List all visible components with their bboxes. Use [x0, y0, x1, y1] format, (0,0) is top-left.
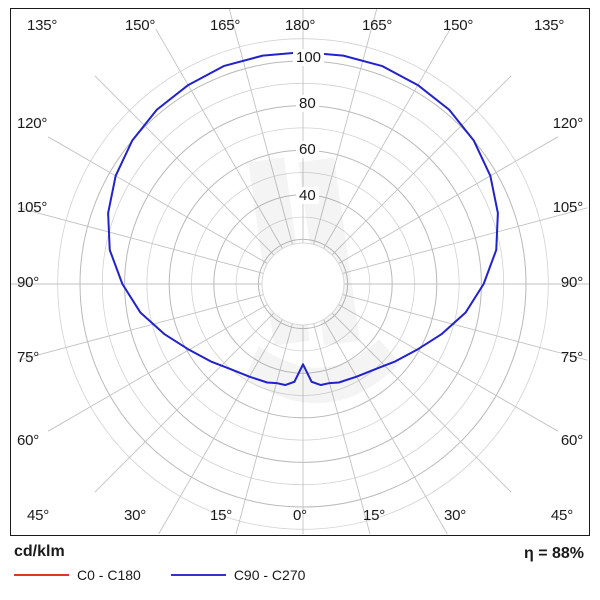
angle-label-left-60: 60° [17, 432, 40, 449]
angle-label-right-75: 75° [560, 349, 583, 366]
plot-area: 135° 150° 165° 180° 165° 150° 135° 120° … [10, 8, 590, 536]
angle-label-top-150-left: 150° [125, 17, 156, 34]
angle-label-top-180: 180° [285, 17, 316, 34]
angle-label-top-165-right: 165° [362, 17, 393, 34]
angle-label-top-165-left: 165° [210, 17, 241, 34]
angle-label-top-135-left: 135° [27, 17, 58, 34]
radial-label-40: 40 [296, 187, 319, 204]
angle-label-bottom-15-right: 15° [363, 507, 386, 524]
chart-legend: cd/klm η = 88% C0 - C180 C90 - C270 [10, 543, 590, 593]
angle-label-left-120: 120° [17, 115, 48, 132]
legend-swatch-c90-c270-icon [170, 574, 226, 576]
efficiency-label: η = 88% [523, 545, 584, 562]
radial-label-60: 60 [296, 141, 319, 158]
radial-label-80: 80 [296, 95, 319, 112]
legend-items: C0 - C180 C90 - C270 [14, 567, 335, 583]
angle-label-bottom-15-left: 15° [210, 507, 233, 524]
angle-label-right-90: 90° [560, 274, 583, 291]
angle-label-right-120: 120° [552, 115, 583, 132]
legend-swatch-c0-c180-icon [14, 574, 69, 576]
angle-label-bottom-30-right: 30° [444, 507, 467, 524]
angle-label-left-75: 75° [17, 349, 40, 366]
legend-label-c0-c180: C0 - C180 [77, 567, 141, 583]
polar-grid-and-curves [11, 9, 589, 534]
angle-label-bottom-45-right: 45° [550, 507, 573, 524]
radial-label-100: 100 [293, 49, 325, 66]
angle-label-bottom-45-left: 45° [27, 507, 50, 524]
legend-label-c90-c270: C90 - C270 [233, 567, 306, 583]
angle-label-top-135-right: 135° [534, 17, 565, 34]
angle-label-top-150-right: 150° [443, 17, 474, 34]
angle-label-left-90: 90° [17, 274, 40, 291]
legend-item-c0-c180[interactable]: C0 - C180 [14, 567, 171, 583]
legend-item-c90-c270[interactable]: C90 - C270 [170, 567, 336, 583]
angle-label-left-105: 105° [17, 199, 48, 216]
angle-label-bottom-30-left: 30° [124, 507, 147, 524]
angle-label-right-60: 60° [560, 432, 583, 449]
angle-label-bottom-0: 0° [293, 507, 307, 524]
angle-label-right-105: 105° [552, 199, 583, 216]
unit-label: cd/klm [14, 543, 65, 560]
